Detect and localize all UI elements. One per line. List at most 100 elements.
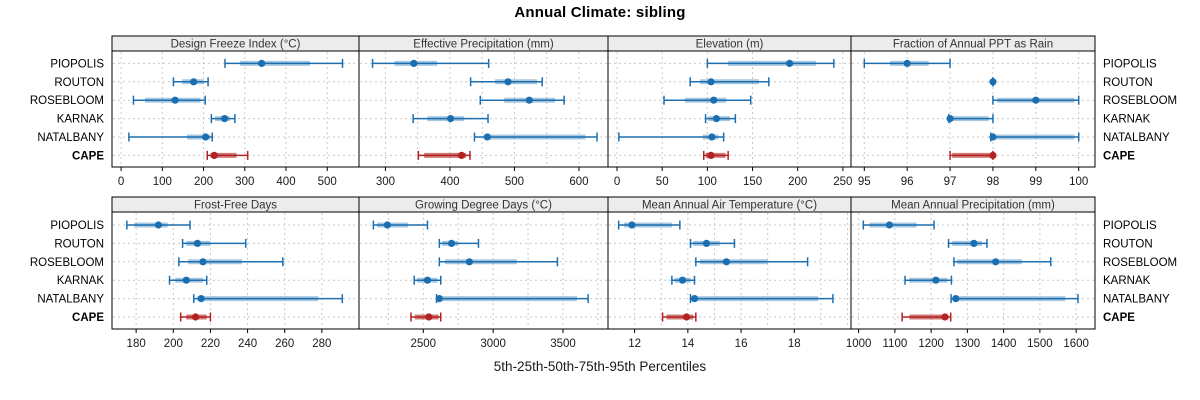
series-row-cape [901,312,952,322]
axis-tick-label: 98 [987,176,1000,188]
row-label-left-rosebloom: ROSEBLOOM [30,257,104,269]
median-dot [722,258,731,266]
row-label-left-routon: ROUTON [54,77,104,89]
series-row-routon [181,238,247,248]
row-label-right-piopolis: PIOPOLIS [1103,220,1157,232]
axis-tick-label: 250 [833,176,852,188]
axis-tick-label: 400 [440,176,459,188]
axis-tick-label: 400 [276,176,295,188]
panel-elevation-m-: Elevation (m) 0 50 100 150 200 250 [607,35,852,188]
panel-plot-area [607,50,852,168]
median-dot [952,295,960,303]
panel-plot-area [358,50,609,168]
axis-tick-label: 1200 [918,338,944,350]
median-dot [970,239,978,247]
row-label-right-karnak: KARNAK [1103,114,1151,126]
panel-header-title: Design Freeze Index (°C) [171,39,301,51]
median-dot [435,295,443,303]
series-row-piopolis [862,220,935,230]
axis-tick-label: 100 [698,176,717,188]
median-dot [190,78,198,86]
series-row-natalbany [473,132,598,142]
median-dot [193,239,202,247]
median-dot [989,78,997,86]
axis-tick-label: 150 [743,176,762,188]
axis-tick-label: 500 [505,176,524,188]
axis-tick-label: 97 [944,176,957,188]
median-dot [171,96,179,104]
median-dot [210,151,218,159]
panel-header-title: Mean Annual Precipitation (mm) [891,200,1055,212]
median-dot [682,313,691,321]
axis-tick-label: 200 [194,176,213,188]
series-row-karnak [946,114,994,124]
series-row-cape [703,150,729,160]
axis-tick-label: 12 [628,338,641,350]
axis-tick-label: 0 [614,176,620,188]
row-label-left-routon: ROUTON [54,238,104,250]
series-row-karnak [671,275,696,285]
median-dot [992,258,1000,266]
axis-tick-label: 200 [164,338,183,350]
median-dot [504,78,512,86]
median-dot [220,115,229,123]
axis-tick-label: 96 [901,176,914,188]
median-dot [932,276,940,284]
median-dot [946,115,954,123]
axis-tick-label: 280 [312,338,331,350]
row-label-right-routon: ROUTON [1103,238,1153,250]
median-dot [1032,96,1040,104]
median-dot [202,133,210,141]
row-label-right-natalbany: NATALBANY [1103,132,1170,144]
row-label-left-natalbany: NATALBANY [37,132,104,144]
median-dot [628,221,636,229]
row-label-right-karnak: KARNAK [1103,275,1151,287]
series-row-routon [689,77,770,87]
axis-tick-label: 3500 [550,338,576,350]
series-row-natalbany [989,132,1080,142]
median-dot [410,59,418,67]
panel-fraction-of-annual-ppt-as-rain: Fraction of Annual PPT as Rain 95 96 97 98 99… [850,35,1096,188]
median-dot [258,59,266,67]
row-label-left-natalbany: NATALBANY [37,294,104,306]
panel-growing-degree-days-c-: Growing Degree Days (°C) 2500 3000 3500 [358,196,609,350]
axis-tick-label: 16 [735,338,748,350]
axis-tick-label: 14 [681,338,694,350]
row-label-left-cape: CAPE [72,150,104,162]
series-row-rosebloom [695,257,809,267]
median-dot [154,221,163,229]
series-row-cape [206,150,249,160]
series-row-piopolis [706,58,835,68]
panel-header-title: Effective Precipitation (mm) [413,39,554,51]
median-dot [989,133,997,141]
row-label-left-rosebloom: ROSEBLOOM [30,95,104,107]
axis-tick-label: 300 [376,176,395,188]
chart-title: Annual Climate: sibling [514,4,686,21]
median-dot [457,151,466,159]
median-dot [447,115,455,123]
row-label-right-routon: ROUTON [1103,77,1153,89]
median-dot [903,59,911,67]
series-row-rosebloom [953,257,1052,267]
median-dot [197,295,205,303]
axis-tick-label: 99 [1029,176,1042,188]
axis-tick-label: 1000 [846,338,872,350]
median-dot [785,59,794,67]
median-dot [989,151,997,159]
series-row-natalbany [950,294,1079,304]
panel-plot-area [358,211,609,330]
median-dot [525,96,533,104]
panel-effective-precipitation-mm-: Effective Precipitation (mm) 300 400 500 600 [358,35,609,188]
axis-tick-label: 600 [569,176,588,188]
panel-design-freeze-index-c-: Design Freeze Index (°C) 0 100 200 300 400 500 [111,35,360,188]
row-label-left-piopolis: PIOPOLIS [50,58,104,70]
panel-plot-area [607,211,852,330]
axis-tick-label: 1100 [883,338,908,350]
series-row-rosebloom [992,95,1080,105]
panel-header-title: Growing Degree Days (°C) [415,200,552,212]
percentiles-caption: 5th-25th-50th-75th-95th Percentiles [493,359,707,374]
row-label-right-cape: CAPE [1103,150,1135,162]
median-dot [182,276,190,284]
axis-tick-label: 1600 [1063,338,1089,350]
